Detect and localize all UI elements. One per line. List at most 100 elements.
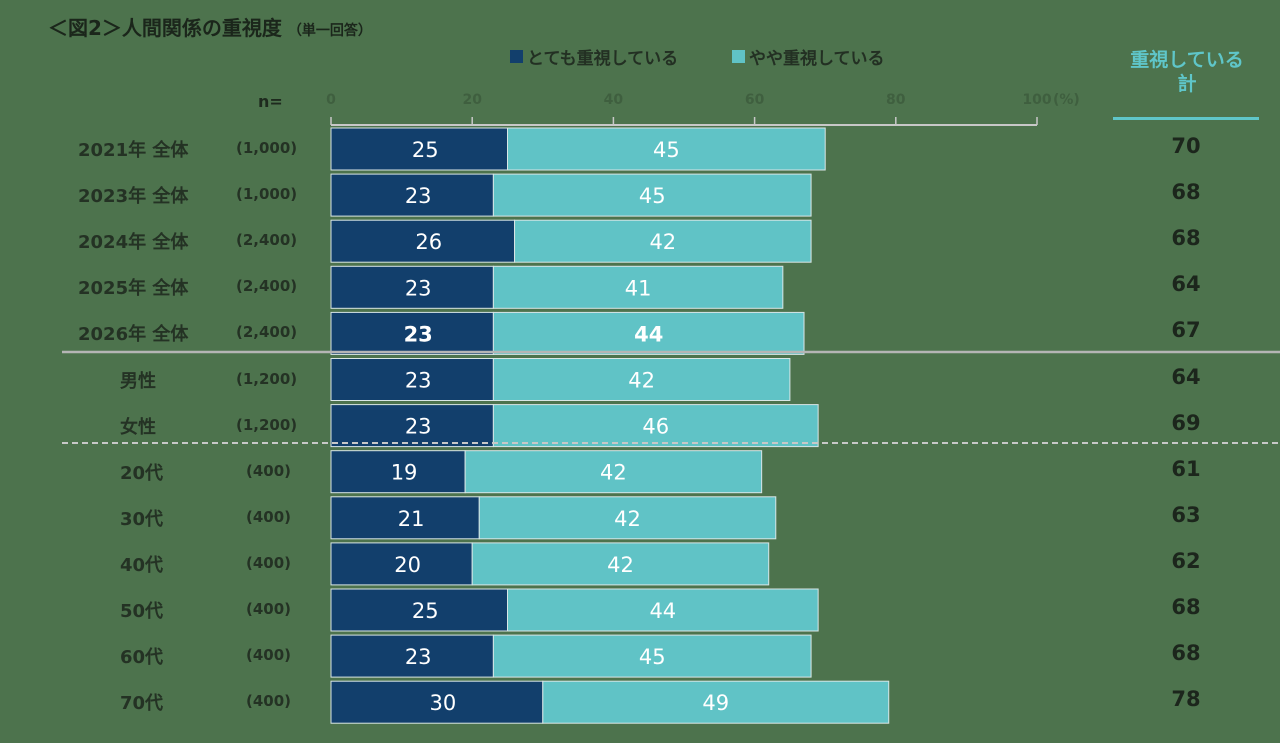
bar-somewhat — [514, 219, 812, 263]
bar-very — [330, 680, 544, 724]
bar-label-somewhat: 42 — [607, 553, 634, 577]
row-total: 68 — [1171, 226, 1201, 251]
bar-label-very: 23 — [404, 322, 433, 346]
row-sample-size: (400) — [246, 553, 292, 572]
chart-title-text: ＜図2＞人間関係の重視度 — [48, 16, 282, 40]
bar-somewhat — [492, 634, 812, 678]
row-sample-size: (400) — [246, 600, 292, 618]
row-label: 50代 — [120, 601, 164, 622]
bar-label-somewhat: 44 — [634, 322, 663, 346]
row-sample-size: (400) — [246, 692, 292, 711]
bar-label-somewhat: 45 — [639, 184, 666, 208]
bar-somewhat — [542, 680, 890, 724]
bar-label-somewhat: 44 — [649, 599, 676, 623]
row-label: 30代 — [120, 508, 164, 530]
total-header-line2: 計 — [1177, 73, 1197, 95]
bar-label-somewhat: 46 — [642, 415, 669, 439]
row-total: 61 — [1171, 456, 1201, 481]
legend-swatch-somewhat — [732, 50, 745, 63]
bar-label-somewhat: 42 — [628, 369, 655, 393]
bar-label-very: 25 — [412, 599, 439, 623]
row-label: 2024年 全体 — [78, 232, 189, 254]
chart-title-note: （単一回答） — [287, 23, 372, 39]
row-total: 68 — [1171, 641, 1201, 666]
row-total: 68 — [1171, 595, 1201, 619]
bar-very — [330, 450, 466, 494]
bar-label-very: 23 — [405, 276, 432, 300]
bar-label-somewhat: 45 — [653, 138, 680, 162]
bar-label-very: 21 — [398, 507, 425, 531]
row-total: 70 — [1171, 134, 1201, 158]
row-label: 2021年 全体 — [78, 140, 189, 161]
bar-very — [330, 404, 494, 448]
bar-very — [330, 219, 516, 263]
bar-label-very: 26 — [415, 230, 442, 254]
bar-somewhat — [478, 496, 777, 540]
row-sample-size: (2,400) — [236, 231, 298, 250]
row-label: 男性 — [120, 370, 156, 392]
row-total: 64 — [1171, 364, 1201, 389]
x-tick-label: 40 — [604, 92, 624, 108]
bar-label-somewhat: 49 — [702, 691, 729, 715]
bar-somewhat — [492, 404, 819, 448]
row-total: 62 — [1171, 548, 1201, 573]
row-sample-size: (1,000) — [236, 139, 298, 157]
row-sample-size: (400) — [246, 507, 292, 526]
x-tick-label: 80 — [886, 92, 906, 108]
row-sample-size: (2,400) — [236, 277, 298, 296]
row-total: 69 — [1171, 410, 1201, 435]
row-sample-size: (2,400) — [236, 323, 298, 342]
bar-somewhat — [507, 127, 826, 171]
row-sample-size: (1,000) — [236, 185, 298, 204]
bar-very — [330, 127, 508, 171]
chart-title: ＜図2＞人間関係の重視度 （単一回答） — [48, 12, 372, 41]
row-label: 60代 — [120, 647, 164, 669]
row-total: 63 — [1171, 502, 1201, 527]
row-label: 40代 — [120, 554, 164, 576]
bar-label-somewhat: 45 — [639, 645, 666, 669]
row-total: 68 — [1171, 180, 1201, 205]
legend-swatch-very — [510, 50, 523, 63]
bar-very — [330, 588, 508, 632]
row-sample-size: (400) — [246, 461, 292, 480]
bar-somewhat — [471, 542, 770, 586]
bar-somewhat — [492, 358, 791, 401]
row-total: 64 — [1171, 272, 1201, 297]
total-header-underline — [1113, 117, 1259, 120]
bar-somewhat — [492, 311, 805, 355]
bar-very — [330, 265, 494, 309]
bar-label-very: 23 — [405, 369, 432, 393]
bar-label-very: 30 — [430, 691, 457, 715]
legend-item-very: とても重視している — [510, 44, 678, 69]
x-tick-label: 20 — [462, 92, 482, 108]
bar-label-very: 25 — [412, 138, 439, 162]
bar-somewhat — [492, 173, 812, 217]
bar-label-somewhat: 42 — [614, 507, 641, 531]
bar-somewhat — [507, 588, 819, 632]
row-label: 2023年 全体 — [78, 186, 189, 208]
row-label: 20代 — [120, 462, 164, 484]
bar-very — [330, 173, 494, 217]
total-header-line1: 重視している — [1130, 49, 1244, 71]
legend-item-somewhat: やや重視している — [732, 44, 885, 69]
row-sample-size: (400) — [246, 646, 292, 665]
row-label: 女性 — [120, 416, 156, 438]
bar-very — [330, 311, 494, 355]
row-total: 67 — [1171, 318, 1201, 343]
bar-label-somewhat: 42 — [600, 461, 627, 485]
row-label: 70代 — [120, 693, 164, 715]
x-unit-label: (%) — [1053, 92, 1080, 108]
bar-label-somewhat: 42 — [649, 230, 676, 254]
row-total: 78 — [1171, 687, 1201, 712]
bar-label-very: 23 — [405, 645, 432, 669]
bar-label-very: 20 — [394, 553, 421, 577]
x-tick-label: 100 — [1022, 92, 1051, 108]
bar-label-very: 19 — [391, 461, 418, 485]
legend-label-very: とても重視している — [527, 49, 679, 69]
bar-label-very: 23 — [405, 415, 432, 439]
row-sample-size: (1,200) — [236, 415, 298, 434]
n-label: n= — [258, 92, 283, 111]
row-sample-size: (1,200) — [236, 369, 298, 388]
bar-label-somewhat: 41 — [625, 276, 652, 300]
total-column-header: 重視している 計 — [1116, 48, 1258, 96]
